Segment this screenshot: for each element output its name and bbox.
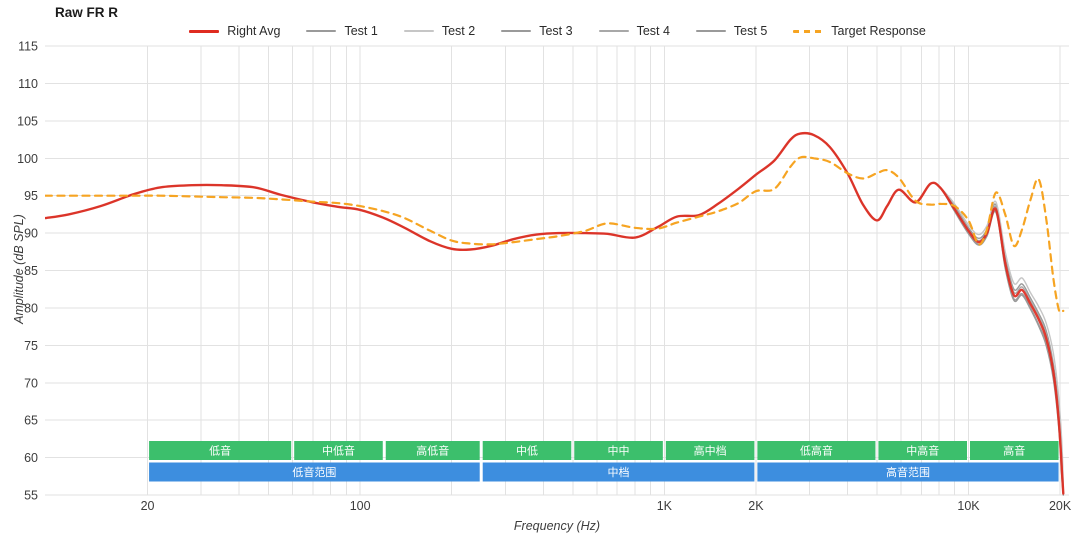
blue-band-1 (482, 462, 755, 482)
green-band-4 (574, 441, 663, 460)
y-axis-title: Amplitude (dB SPL) (12, 214, 26, 324)
green-band-7 (878, 441, 968, 460)
green-band-label-6: 低高音 (800, 444, 833, 458)
x-tick-label: 1K (657, 499, 673, 513)
curve-test-1 (45, 132, 1064, 493)
y-tick-label: 115 (18, 40, 38, 54)
green-band-label-1: 中低音 (322, 444, 355, 458)
blue-band-0 (149, 462, 480, 482)
curves (45, 131, 1065, 496)
y-tick-label: 85 (24, 264, 38, 278)
blue-band-label-0: 低音范围 (292, 465, 336, 479)
green-band-label-7: 中高音 (906, 444, 939, 458)
line-swatch-icon (598, 30, 629, 32)
legend-label: Target Response (831, 24, 926, 38)
green-band-3 (482, 441, 572, 460)
grid (45, 45, 1069, 496)
y-tick-label: 80 (24, 301, 38, 315)
chart-legend: Right Avg Test 1 Test 2 Test 3 Test 4 Test 5 T… (45, 22, 1070, 40)
legend-item-test-3[interactable]: Test 3 (501, 24, 573, 38)
legend-item-test-2[interactable]: Test 2 (403, 24, 476, 38)
y-tick-label: 90 (24, 227, 38, 241)
blue-band-label-2: 高音范围 (886, 465, 930, 479)
legend-label: Test 4 (636, 24, 670, 38)
dashed-line-swatch-icon (793, 29, 824, 33)
x-tick-label: 2K (748, 499, 764, 513)
y-tick-label: 95 (24, 189, 38, 203)
curve-right-avg (45, 131, 1065, 495)
green-band-5 (665, 441, 755, 460)
green-band-label-4: 中中 (608, 445, 630, 458)
tick-labels: 115 110 105 100 95 90 85 80 75 70 65 60 55 20 100 1K 2K 1… (17, 40, 1072, 514)
y-tick-label: 75 (24, 339, 38, 353)
legend-label: Test 5 (733, 24, 768, 38)
blue-band-label-1: 中档 (608, 465, 630, 479)
x-axis-title: Frequency (Hz) (513, 519, 601, 533)
legend-item-test-1[interactable]: Test 1 (306, 24, 378, 38)
chart-title: Raw FR R (55, 5, 119, 20)
green-band-label-3: 中低 (516, 445, 538, 458)
line-swatch-icon (501, 30, 532, 32)
legend-label: Right Avg (227, 24, 281, 38)
legend-label: Test 3 (539, 24, 573, 38)
curve-test-5 (45, 132, 1064, 496)
legend-item-test-4[interactable]: Test 4 (598, 24, 670, 38)
y-tick-label: 100 (17, 152, 38, 166)
x-tick-label: 10K (957, 499, 980, 513)
legend-item-right-avg[interactable]: Right Avg (189, 24, 280, 38)
green-band-label-5: 高中档 (694, 444, 727, 458)
curve-target-response (45, 155, 1065, 314)
green-band-2 (385, 441, 480, 460)
line-swatch-icon (189, 29, 220, 33)
curve-test-4 (45, 132, 1064, 494)
curve-test-3 (45, 132, 1064, 496)
line-swatch-icon (306, 30, 337, 32)
curve-test-2 (45, 132, 1064, 490)
legend-label: Test 2 (441, 24, 476, 38)
green-band-label-8: 高音 (1003, 444, 1025, 458)
green-band-label-2: 高低音 (416, 444, 449, 458)
legend-item-test-5[interactable]: Test 5 (695, 24, 768, 38)
green-band-6 (757, 441, 876, 460)
green-band-8 (970, 441, 1059, 460)
line-swatch-icon (403, 30, 434, 32)
x-tick-label: 20K (1049, 499, 1072, 513)
x-tick-label: 100 (350, 499, 371, 513)
green-band-1 (294, 441, 383, 460)
green-band-0 (149, 441, 292, 460)
x-tick-label: 20 (141, 499, 155, 513)
y-tick-label: 105 (17, 114, 38, 128)
legend-item-target-response[interactable]: Target Response (793, 24, 926, 38)
y-tick-label: 60 (24, 451, 38, 465)
legend-label: Test 1 (344, 24, 378, 38)
y-tick-label: 65 (24, 414, 38, 428)
green-band-label-0: 低音 (209, 444, 231, 458)
y-tick-label: 110 (18, 77, 38, 91)
line-swatch-icon (695, 30, 726, 32)
blue-band-2 (757, 462, 1059, 482)
y-tick-label: 55 (24, 489, 38, 503)
y-tick-label: 70 (24, 376, 38, 390)
